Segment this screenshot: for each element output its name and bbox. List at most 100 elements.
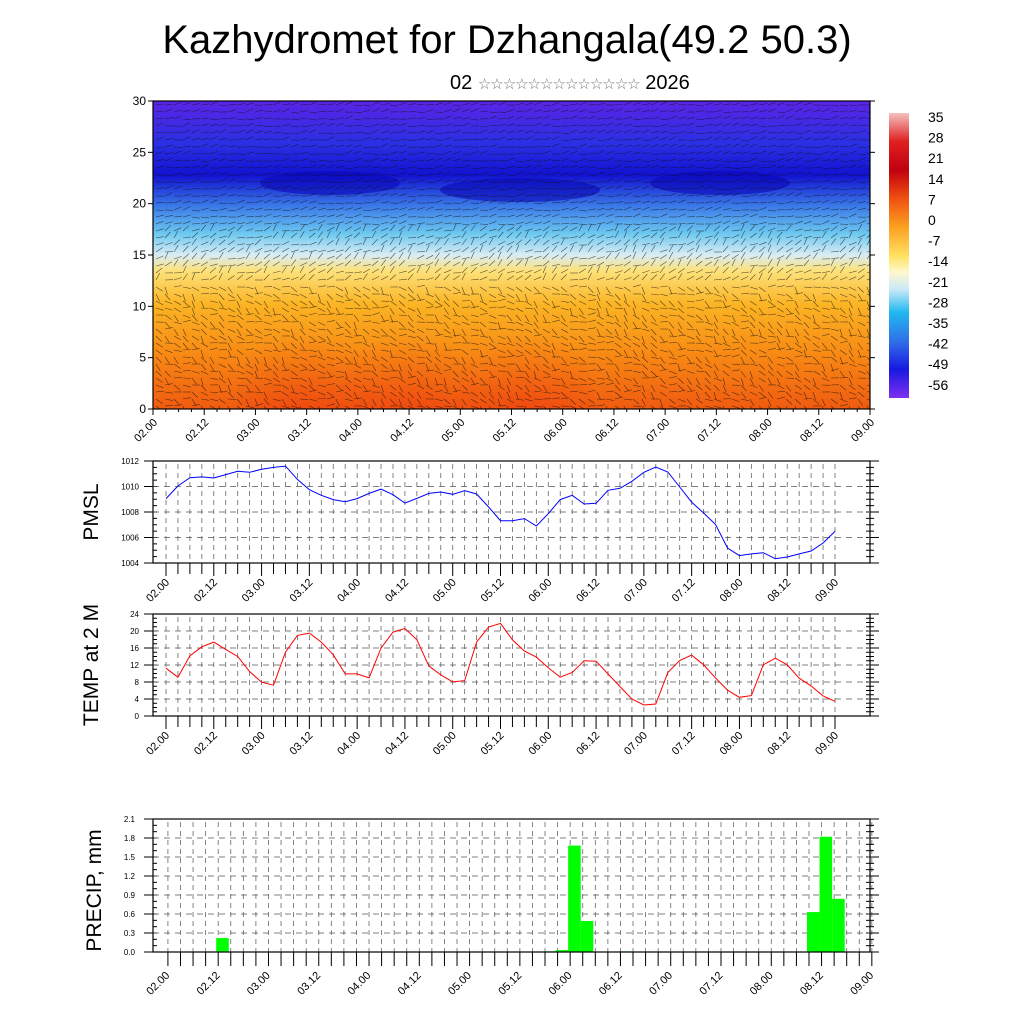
- wind-barb: [596, 145, 605, 148]
- wind-barb: [668, 116, 677, 120]
- wind-barb: [767, 356, 774, 364]
- wind-barb: [542, 246, 550, 253]
- wind-barb: [263, 300, 268, 309]
- wind-barb: [659, 136, 668, 141]
- wind-barb: [434, 390, 443, 393]
- wind-barb: [182, 384, 191, 388]
- wind-barb: [254, 220, 263, 225]
- wind-barb: [515, 239, 523, 246]
- wind-barb: [254, 335, 263, 339]
- wind-barb: [191, 209, 200, 212]
- wind-barb: [398, 225, 406, 232]
- wind-barb: [803, 342, 808, 351]
- wind-barb: [362, 307, 371, 310]
- wind-barb: [506, 123, 515, 127]
- wind-barb: [830, 138, 839, 141]
- wind-barb: [758, 391, 766, 398]
- wind-barb: [497, 349, 506, 354]
- wind-barb: [605, 405, 608, 409]
- wind-barb: [650, 342, 658, 349]
- wind-barb: [695, 384, 703, 391]
- wind-barb: [560, 246, 568, 253]
- wind-barb: [200, 224, 207, 232]
- wind-barb: [794, 152, 803, 155]
- wind-barb: [668, 125, 678, 127]
- wind-barb: [245, 228, 254, 232]
- wind-barb: [623, 230, 628, 239]
- wind-barb: [398, 384, 403, 393]
- wind-barb: [605, 277, 614, 281]
- wind-barb: [659, 166, 668, 169]
- wind-barb: [587, 369, 596, 372]
- wind-barb: [407, 299, 416, 302]
- wind-barb: [506, 349, 514, 356]
- x-tick-label: 07.00: [647, 970, 675, 998]
- wind-barb: [263, 391, 268, 400]
- wind-barb: [677, 258, 682, 267]
- wind-barb: [344, 299, 353, 302]
- wind-barb: [416, 138, 425, 141]
- wind-barb: [506, 321, 515, 324]
- wind-barb: [749, 377, 754, 386]
- wind-barb: [677, 187, 686, 190]
- wind-barb: [353, 307, 362, 310]
- wind-barb: [533, 109, 542, 113]
- wind-barb: [776, 293, 785, 296]
- wind-barb: [623, 116, 632, 120]
- wind-barb: [560, 384, 569, 389]
- wind-barb: [668, 349, 675, 357]
- wind-barb: [335, 361, 344, 365]
- wind-barb: [758, 370, 766, 376]
- wind-barb: [254, 125, 264, 127]
- wind-barb: [794, 207, 803, 211]
- wind-barb: [596, 286, 601, 295]
- wind-barb: [776, 363, 785, 367]
- wind-barb: [614, 286, 623, 290]
- wind-barb: [461, 363, 467, 372]
- wind-barb: [785, 405, 788, 409]
- wind-barb: [281, 356, 285, 365]
- wind-barb: [371, 249, 380, 253]
- wind-barb: [443, 273, 450, 281]
- wind-barb: [164, 103, 173, 106]
- wind-barb: [740, 185, 749, 190]
- wind-barb: [479, 215, 488, 218]
- wind-barb: [173, 245, 179, 253]
- wind-barb: [506, 245, 513, 253]
- wind-barb: [686, 230, 691, 239]
- wind-barb: [560, 139, 569, 142]
- wind-barb: [659, 124, 668, 127]
- wind-barb: [254, 130, 263, 134]
- wind-barb: [542, 321, 551, 324]
- wind-barb: [236, 370, 245, 375]
- wind-barb: [803, 254, 811, 260]
- wind-barb: [749, 307, 757, 313]
- wind-barb: [299, 328, 306, 336]
- wind-barb: [776, 202, 785, 205]
- wind-barb: [155, 300, 164, 306]
- x-tick-label: 06.00: [526, 730, 554, 758]
- wind-barb: [578, 171, 587, 176]
- y-tick-label: 2.1: [124, 815, 136, 824]
- wind-barb: [839, 136, 848, 141]
- wind-barb: [560, 269, 569, 274]
- wind-barb: [497, 223, 507, 226]
- wind-barb: [596, 208, 605, 211]
- wind-barb: [191, 138, 200, 141]
- wind-barb: [704, 405, 713, 408]
- wind-barb: [668, 276, 677, 281]
- wind-barb: [182, 150, 191, 155]
- wind-barb: [659, 314, 668, 318]
- wind-barb: [722, 208, 731, 211]
- wind-barb: [254, 109, 263, 113]
- wind-barb: [479, 398, 487, 404]
- wind-barb: [812, 138, 821, 141]
- wind-barb: [659, 273, 666, 281]
- subtitle-year: 2026: [645, 72, 690, 94]
- wind-barb: [848, 342, 853, 351]
- wind-barb: [722, 266, 729, 274]
- wind-barb: [326, 123, 335, 127]
- wind-barb: [209, 158, 218, 162]
- wind-barb: [650, 271, 659, 274]
- wind-barb: [389, 144, 398, 148]
